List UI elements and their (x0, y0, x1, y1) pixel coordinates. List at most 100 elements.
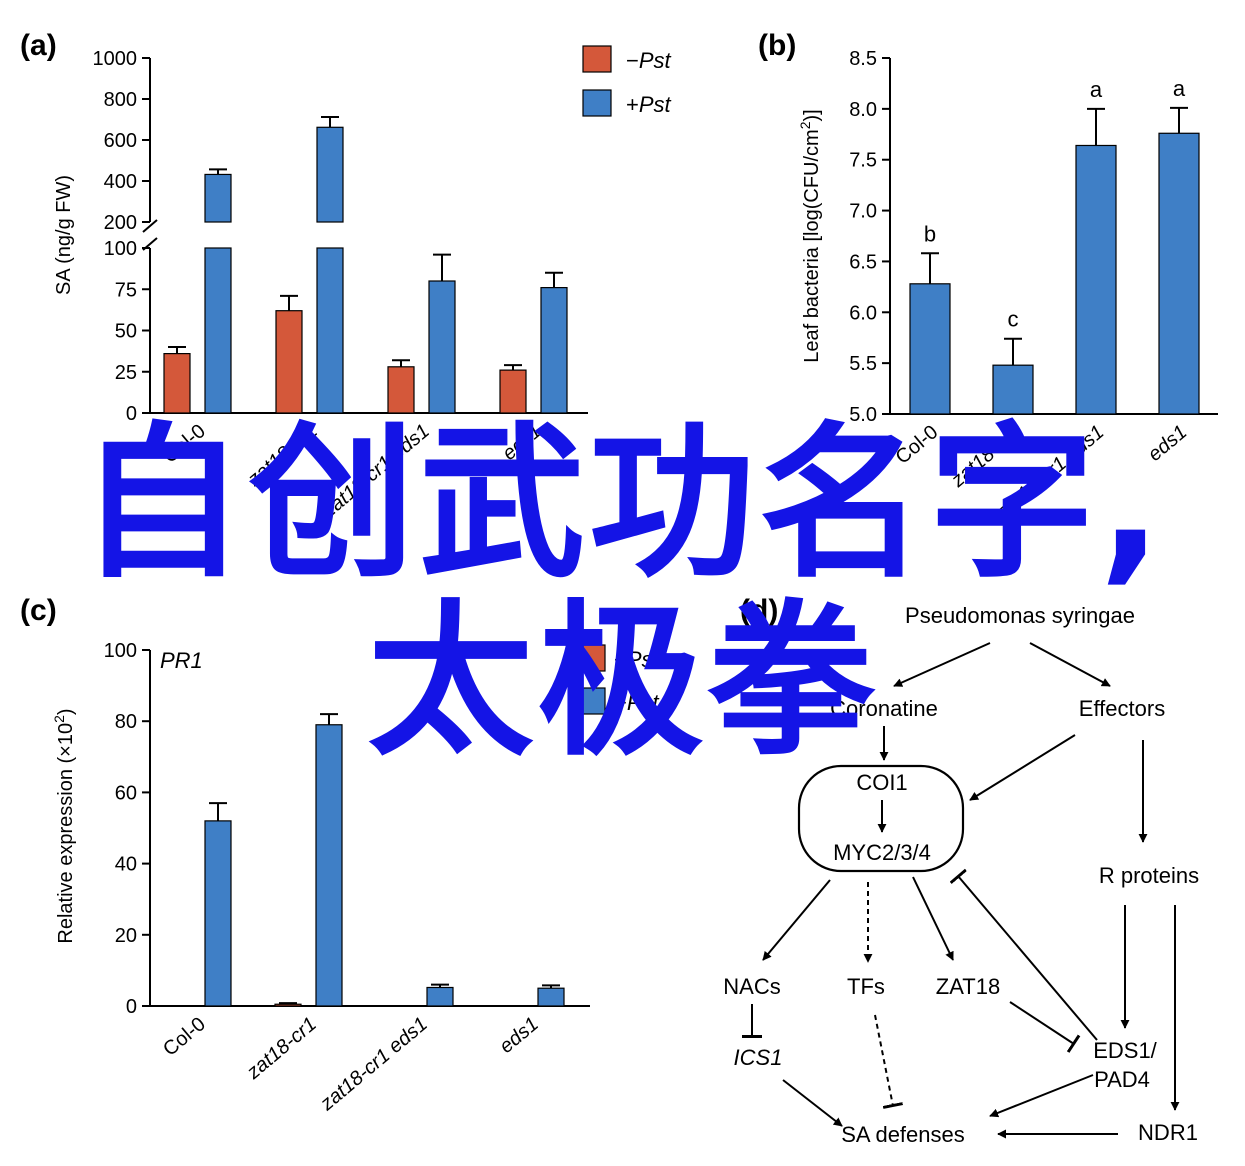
significance-letter: a (1173, 76, 1186, 101)
node-sa-defenses: SA defenses (841, 1122, 965, 1147)
y-axis-title-sup: 2 (51, 715, 67, 723)
bar (163, 353, 191, 414)
node-pseudomonas: Pseudomonas syringae (905, 603, 1135, 628)
node-r-proteins: R proteins (1099, 863, 1199, 888)
y-tick-label: 800 (104, 89, 137, 111)
node-tfs: TFs (847, 974, 885, 999)
bar (315, 724, 343, 1007)
legend-a: −Pst +Pst (582, 45, 672, 117)
panel-c-gene-label: PR1 (160, 648, 203, 673)
edge-pst-coronatine (893, 642, 991, 687)
legend-c: −Pst +Pst (582, 644, 660, 715)
bar (204, 247, 232, 414)
y-axis-title: Leaf bacteria [log(CFU/cm2)] (797, 109, 823, 362)
bar (1075, 144, 1117, 415)
y-tick-label: 400 (104, 171, 137, 193)
y-tick-label: 80 (115, 711, 137, 733)
node-ics1: ICS1 (734, 1045, 783, 1070)
chart-b: 5.0 5.5 6.0 6.5 7.0 7.5 8.0 8.5 Leaf bacteria [l… (797, 48, 1218, 524)
panel-b-letter: (b) (758, 29, 796, 62)
edge-effectors-coi1 (969, 734, 1076, 801)
chart-b-xtick-label: Col-0 (892, 421, 943, 469)
legend-c-minus-swatch (582, 644, 606, 672)
y-tick-label: 6.5 (849, 251, 877, 273)
axis-break-mark (142, 219, 158, 233)
y-tick-label: 20 (115, 925, 137, 947)
node-myc: MYC2/3/4 (833, 840, 931, 865)
y-tick-label: 5.0 (849, 404, 877, 426)
node-effectors: Effectors (1079, 696, 1165, 721)
bar (428, 280, 456, 414)
edge-eds1-inhibits-myc (949, 868, 1098, 1041)
chart-c: 0 20 40 60 80 100 Relative expression (×102) Co… (51, 640, 590, 1116)
chart-a-xtick-label: Col-0 (159, 420, 210, 468)
chart-c-xtick-label: zat18-cr1 (242, 1013, 321, 1084)
y-tick-label: 200 (104, 212, 137, 234)
panel-d-letter: (d) (740, 594, 778, 627)
bar (992, 364, 1034, 415)
bar (537, 987, 565, 1007)
legend-c-plus-swatch (582, 687, 606, 715)
y-axis-title: SA (ng/g FW) (53, 175, 75, 295)
bar (274, 1003, 302, 1007)
legend-c-minus-label: −Pst (614, 647, 660, 672)
signaling-diagram: Pseudomonas syringae Coronatine Effector… (723, 603, 1199, 1147)
significance-letter: c (1008, 307, 1019, 332)
chart-b-xtick-label: eds1 (1144, 421, 1191, 466)
chart-a-xtick-label: zat18-cr1 eds1 (318, 420, 434, 523)
bar (316, 126, 344, 223)
chart-c-xtick-label: Col-0 (159, 1013, 210, 1061)
edge-pst-effectors (1029, 642, 1111, 687)
significance-letter: a (1090, 77, 1103, 102)
legend-minus-swatch (582, 45, 612, 73)
node-eds1-line1: EDS1/ (1093, 1038, 1157, 1063)
y-tick-label: 1000 (93, 48, 138, 70)
node-coi1: COI1 (856, 770, 907, 795)
chart-c-xtick-label: eds1 (495, 1013, 542, 1058)
legend-plus-swatch (582, 89, 612, 117)
bar (204, 820, 232, 1007)
panel-a-letter: (a) (20, 29, 57, 62)
y-tick-label: 5.5 (849, 353, 877, 375)
bar (387, 366, 415, 414)
node-eds1-line2: PAD4 (1094, 1067, 1150, 1092)
y-axis-title-end: )] (801, 109, 823, 121)
y-tick-label: 0 (126, 403, 137, 425)
node-nacs: NACs (723, 974, 780, 999)
y-tick-label: 75 (115, 279, 137, 301)
edge-ics1-sa (782, 1079, 843, 1127)
node-coronatine: Coronatine (830, 696, 938, 721)
y-axis-title-end: ) (55, 708, 77, 715)
y-tick-label: 6.0 (849, 302, 877, 324)
y-tick-label: 8.0 (849, 99, 877, 121)
bar (540, 287, 568, 414)
bar (909, 283, 951, 415)
y-tick-label: 100 (104, 640, 137, 662)
y-axis-title: Relative expression (×102) (51, 708, 77, 943)
node-zat18: ZAT18 (936, 974, 1000, 999)
edge-myc-nacs (762, 879, 831, 961)
y-tick-label: 50 (115, 321, 137, 343)
y-tick-label: 600 (104, 130, 137, 152)
y-tick-label: 0 (126, 996, 137, 1018)
chart-a-xtick-label: eds1 (498, 420, 545, 465)
edge-myc-zat18 (912, 876, 954, 961)
edge-tfs-inhibits-sa (874, 1014, 904, 1109)
bar (316, 247, 344, 414)
edge-eds1-sa (989, 1074, 1094, 1118)
bar (1158, 132, 1200, 415)
node-ndr1: NDR1 (1138, 1120, 1198, 1145)
y-tick-label: 7.0 (849, 201, 877, 223)
chart-b-xtick-label: zat18-cr1 (947, 421, 1026, 492)
bar (426, 986, 454, 1007)
edge-zat18-inhibits-eds1 (1009, 1001, 1081, 1053)
y-tick-label: 60 (115, 782, 137, 804)
y-tick-label: 25 (115, 362, 137, 384)
coi1-complex-box (797, 764, 965, 873)
panel-c-letter: (c) (20, 594, 57, 627)
y-tick-label: 7.5 (849, 150, 877, 172)
bar (275, 310, 303, 414)
y-axis-title-sup: 2 (797, 121, 813, 129)
chart-c-xtick-label: zat18-cr1 eds1 (316, 1013, 432, 1116)
